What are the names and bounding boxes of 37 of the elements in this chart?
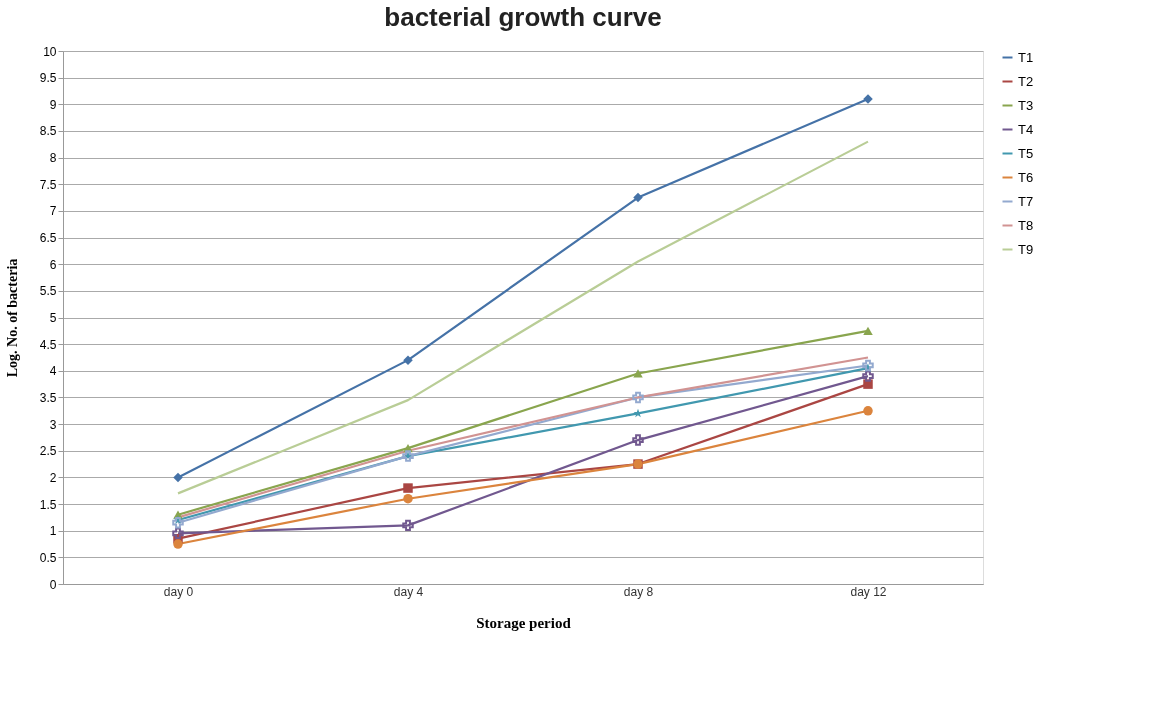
chart-title: bacterial growth curve	[384, 2, 662, 32]
y-axis-title: Log. No. of bacteria	[4, 258, 20, 378]
y-tick-label: 8.5	[39, 124, 57, 139]
y-tick-label: 7	[49, 204, 57, 219]
y-tick-label: 1.5	[39, 497, 57, 512]
y-tick-label: 10	[43, 44, 57, 59]
x-tick-label: day 4	[393, 584, 424, 599]
y-tick-label: 6.5	[39, 231, 57, 246]
y-tick-label: 6	[49, 257, 57, 272]
y-tick-label: 4.5	[39, 337, 57, 352]
x-tick-label: day 0	[163, 584, 194, 599]
x-tick-label: day 8	[623, 584, 654, 599]
legend-label: T6	[1018, 169, 1034, 185]
legend-label: T4	[1018, 121, 1034, 137]
legend-label: T3	[1018, 97, 1034, 113]
y-tick-label: 3.5	[39, 390, 57, 405]
y-tick-label: 0	[49, 577, 57, 592]
y-tick-label: 2.5	[39, 444, 57, 459]
y-tick-label: 9	[49, 97, 57, 112]
y-tick-label: 3	[49, 417, 57, 432]
legend-label: T8	[1018, 217, 1034, 233]
y-tick-label: 8	[49, 151, 57, 166]
x-axis-title: Storage period	[476, 614, 572, 631]
x-tick-label: day 12	[850, 584, 887, 599]
y-tick-label: 4	[49, 364, 57, 379]
legend-label: T5	[1018, 145, 1034, 161]
y-tick-label: 5	[49, 311, 57, 325]
y-tick-label: 7.5	[39, 177, 57, 192]
legend-label: T2	[1018, 73, 1034, 89]
y-tick-label: 2	[49, 470, 57, 485]
legend-label: T7	[1018, 193, 1034, 209]
y-tick-label: 1	[49, 524, 57, 539]
legend-label: T9	[1018, 241, 1034, 257]
legend-label: T1	[1018, 49, 1034, 65]
y-tick-label: 0.5	[39, 550, 57, 565]
y-tick-label: 9.5	[39, 71, 57, 86]
y-tick-label: 5.5	[39, 284, 57, 299]
